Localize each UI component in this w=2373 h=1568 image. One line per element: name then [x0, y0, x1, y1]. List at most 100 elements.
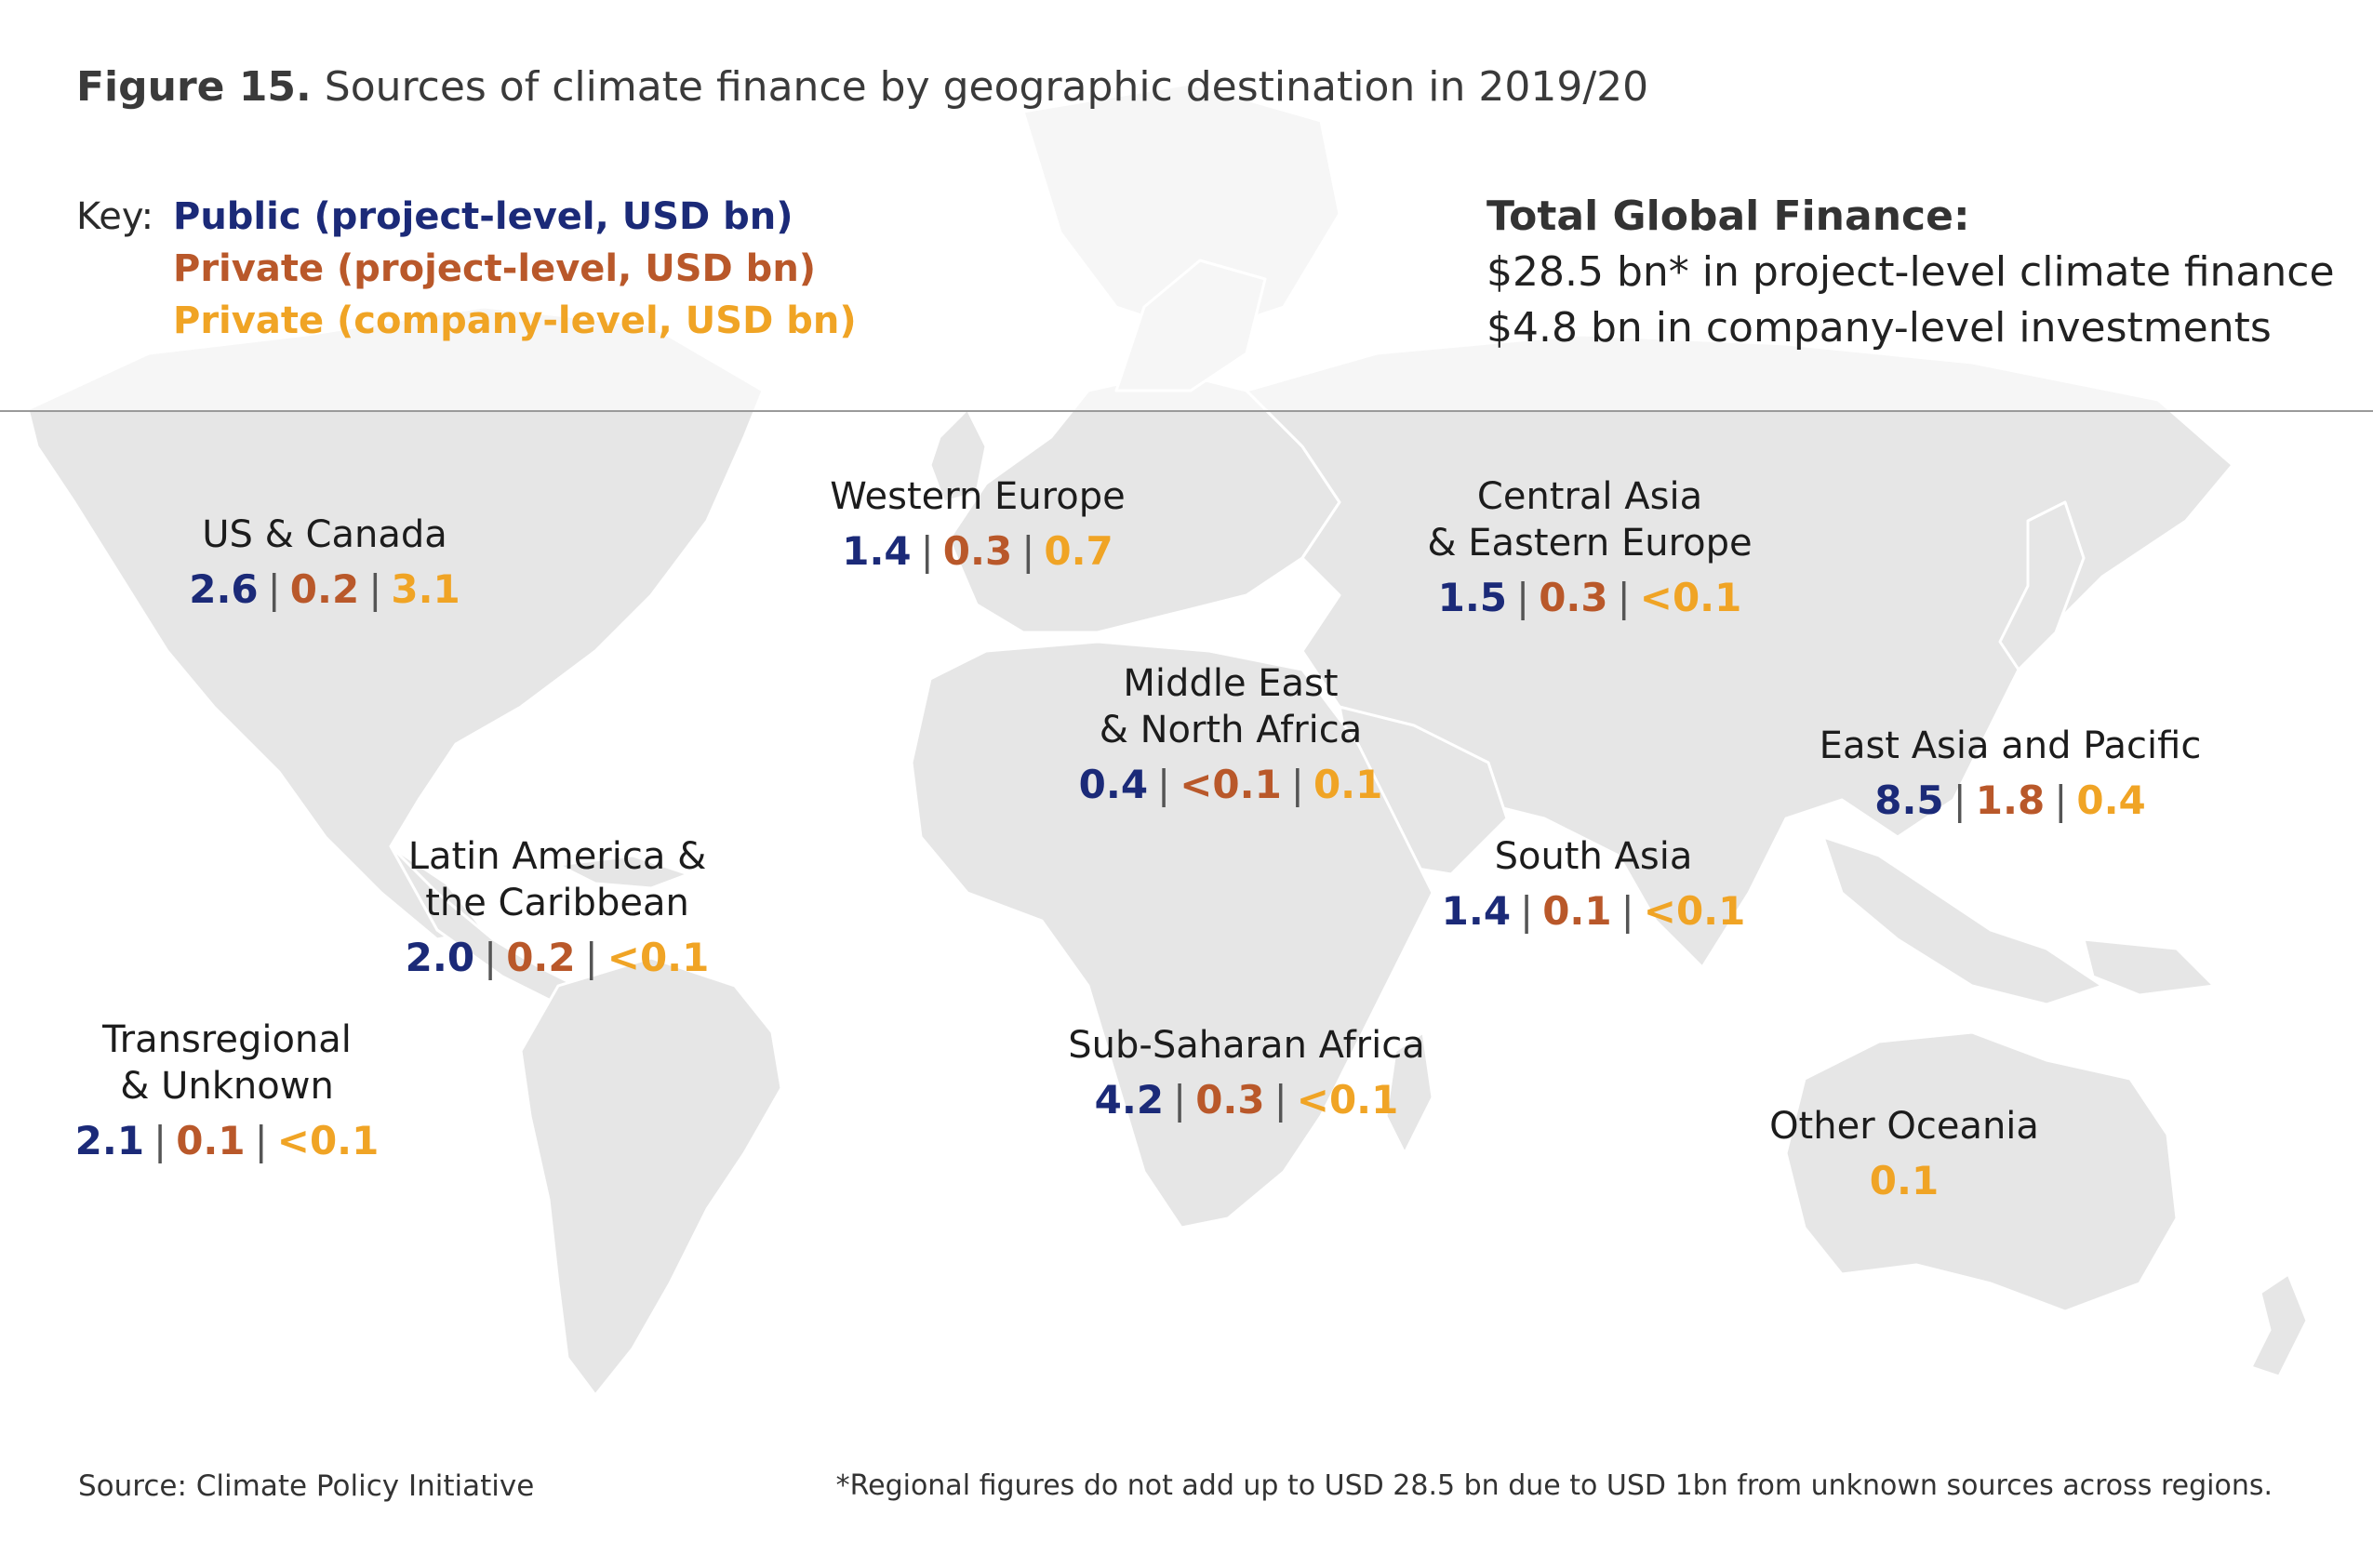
- separator: |: [920, 528, 934, 574]
- south-america-shape: [519, 956, 783, 1397]
- separator: |: [254, 1118, 268, 1163]
- region-values: 4.2 | 0.3 | <0.1: [1068, 1074, 1424, 1126]
- caribbean-shape: [556, 854, 690, 890]
- separator: |: [1173, 1077, 1187, 1123]
- region-name: Other Oceania: [1769, 1105, 2039, 1148]
- legend-items: Public (project-level, USD bn) Private (…: [173, 191, 857, 347]
- separator: |: [1290, 762, 1304, 807]
- total-global-finance: Total Global Finance: $28.5 bn* in proje…: [1486, 189, 2335, 356]
- region-values: 2.6 | 0.2 | 3.1: [189, 564, 460, 616]
- africa-shape: [910, 640, 1434, 1229]
- region-name: East Asia and Pacific: [1819, 724, 2202, 767]
- private-company-value: 0.4: [2076, 777, 2146, 823]
- private-company-value: <0.1: [1639, 575, 1742, 620]
- legend-label: Key:: [76, 195, 154, 238]
- region-name-line2: & Eastern Europe: [1427, 522, 1753, 565]
- figure-title-text: Sources of climate finance by geographic…: [324, 63, 1649, 111]
- private-company-value: 3.1: [391, 566, 460, 612]
- separator: |: [1516, 575, 1530, 620]
- legend-private-project: Private (project-level, USD bn): [173, 247, 817, 290]
- private-project-value: 0.2: [506, 935, 576, 980]
- region-transregional-unknown: Transregional & Unknown 2.1 | 0.1 | <0.1: [75, 1017, 380, 1167]
- public-value: 1.4: [842, 528, 912, 574]
- legend-public: Public (project-level, USD bn): [173, 195, 793, 238]
- legend-private-company: Private (company-level, USD bn): [173, 299, 857, 342]
- footnote: *Regional figures do not add up to USD 2…: [835, 1469, 2273, 1502]
- total-project-level: $28.5 bn* in project-level climate finan…: [1486, 248, 2335, 296]
- region-name: US & Canada: [202, 513, 447, 556]
- private-project-value: 1.8: [1975, 777, 2046, 823]
- private-company-value: 0.7: [1044, 528, 1113, 574]
- figure-number: Figure 15.: [76, 63, 312, 111]
- region-name: Western Europe: [830, 475, 1126, 518]
- separator: |: [1617, 575, 1631, 620]
- header-band: [0, 0, 2373, 411]
- private-project-value: 0.3: [1195, 1077, 1265, 1123]
- madagascar-shape: [1384, 1030, 1434, 1155]
- separator: |: [1620, 888, 1634, 934]
- japan-shape: [1998, 500, 2086, 671]
- region-name-line1: Middle East: [1123, 662, 1339, 705]
- header-divider: [0, 410, 2373, 412]
- private-project-value: 0.3: [1539, 575, 1608, 620]
- separator: |: [1520, 888, 1534, 934]
- region-values: 1.4 | 0.1 | <0.1: [1442, 885, 1746, 937]
- region-values: 2.1 | 0.1 | <0.1: [75, 1115, 380, 1167]
- new-zealand-shape: [2249, 1272, 2309, 1378]
- private-company-value: 0.1: [1869, 1158, 1940, 1203]
- separator: |: [368, 566, 382, 612]
- region-name: Sub-Saharan Africa: [1068, 1024, 1425, 1067]
- public-value: 2.0: [405, 935, 475, 980]
- public-value: 0.4: [1078, 762, 1149, 807]
- region-east-asia-pacific: East Asia and Pacific 8.5 | 1.8 | 0.4: [1820, 723, 2202, 827]
- region-western-europe: Western Europe 1.4 | 0.3 | 0.7: [830, 473, 1125, 578]
- region-us-canada: US & Canada 2.6 | 0.2 | 3.1: [189, 512, 460, 616]
- private-project-value: 0.1: [1542, 888, 1612, 934]
- australia-shape: [1784, 1030, 2179, 1313]
- private-company-value: <0.1: [607, 935, 710, 980]
- region-south-asia: South Asia 1.4 | 0.1 | <0.1: [1442, 833, 1746, 937]
- separator: |: [153, 1118, 167, 1163]
- private-company-value: <0.1: [1643, 888, 1746, 934]
- region-values: 1.5 | 0.3 | <0.1: [1427, 572, 1752, 624]
- separator: |: [1021, 528, 1035, 574]
- private-company-value: 0.1: [1313, 762, 1383, 807]
- separator: |: [584, 935, 598, 980]
- separator: |: [1953, 777, 1966, 823]
- region-latin-america-caribbean: Latin America & the Caribbean 2.0 | 0.2 | <0…: [406, 833, 710, 984]
- region-sub-saharan-africa: Sub-Saharan Africa 4.2 | 0.3 | <0.1: [1068, 1022, 1424, 1126]
- region-name-line2: & Unknown: [120, 1065, 334, 1108]
- figure-title: Figure 15. Sources of climate finance by…: [76, 63, 1648, 111]
- region-values: 0.4 | <0.1 | 0.1: [1079, 759, 1383, 811]
- separator: |: [1157, 762, 1171, 807]
- private-project-value: 0.1: [176, 1118, 246, 1163]
- source-note: Source: Climate Policy Initiative: [78, 1469, 535, 1503]
- region-name-line1: Transregional: [102, 1018, 352, 1061]
- public-value: 8.5: [1874, 777, 1944, 823]
- total-title: Total Global Finance:: [1486, 193, 1970, 240]
- region-values: 0.1: [1769, 1155, 2039, 1207]
- region-central-asia-eastern-europe: Central Asia & Eastern Europe 1.5 | 0.3 | <0…: [1427, 473, 1752, 624]
- private-project-value: <0.1: [1180, 762, 1282, 807]
- total-company-level: $4.8 bn in company-level investments: [1486, 304, 2272, 352]
- separator: |: [267, 566, 281, 612]
- separator: |: [2054, 777, 2068, 823]
- region-values: 8.5 | 1.8 | 0.4: [1820, 775, 2202, 827]
- region-values: 1.4 | 0.3 | 0.7: [830, 525, 1125, 578]
- public-value: 2.6: [189, 566, 259, 612]
- public-value: 1.5: [1437, 575, 1508, 620]
- region-other-oceania: Other Oceania 0.1: [1769, 1103, 2039, 1207]
- separator: |: [1273, 1077, 1287, 1123]
- private-project-value: 0.2: [289, 566, 360, 612]
- region-name-line2: the Caribbean: [425, 882, 689, 924]
- southeast-asia-shape: [1821, 835, 2104, 1006]
- region-name-line1: Central Asia: [1476, 475, 1703, 518]
- public-value: 2.1: [74, 1118, 145, 1163]
- region-name-line2: & North Africa: [1099, 709, 1363, 751]
- public-value: 4.2: [1094, 1077, 1165, 1123]
- separator: |: [484, 935, 498, 980]
- region-values: 2.0 | 0.2 | <0.1: [406, 932, 710, 984]
- region-name-line1: Latin America &: [407, 835, 707, 878]
- private-project-value: 0.3: [942, 528, 1013, 574]
